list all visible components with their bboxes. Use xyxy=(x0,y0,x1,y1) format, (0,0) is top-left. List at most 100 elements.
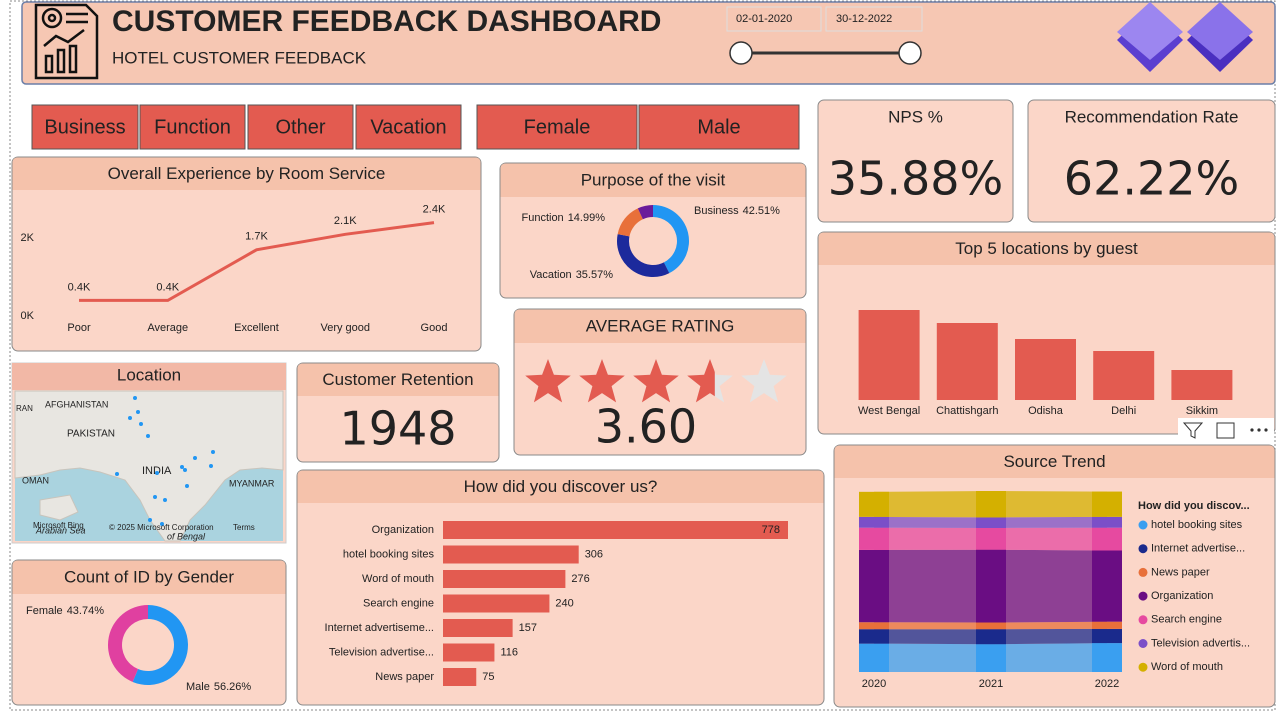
ribbon-column xyxy=(1092,628,1122,644)
ribbon-column xyxy=(859,622,889,630)
slider-handle[interactable] xyxy=(898,41,922,65)
date-end-box[interactable] xyxy=(825,6,923,32)
map-point xyxy=(209,464,213,468)
map-point xyxy=(128,416,132,420)
data-label: 0.4K xyxy=(68,281,91,293)
y-tick-label: Internet advertiseme... xyxy=(325,622,434,634)
legend-marker xyxy=(1138,544,1148,554)
data-label: 1.7K xyxy=(245,231,268,243)
bar xyxy=(936,323,998,400)
bar xyxy=(858,310,920,400)
ribbon-column xyxy=(859,491,889,517)
map-label: INDIA xyxy=(142,465,172,477)
legend-label: Word of mouth xyxy=(1151,661,1223,673)
legend-label: Organization xyxy=(1151,590,1213,602)
x-tick-label: Delhi xyxy=(1111,405,1136,417)
ribbon-column xyxy=(859,629,889,644)
panel-header xyxy=(514,309,806,343)
slicer-label: Business xyxy=(44,116,125,138)
more-icon[interactable] xyxy=(1250,428,1254,432)
focus-icon[interactable] xyxy=(1216,422,1235,439)
ribbon-column xyxy=(859,516,889,528)
label-category: Business xyxy=(694,205,739,217)
panel xyxy=(817,231,1276,435)
map-point xyxy=(115,472,119,476)
data-label: 0.4K xyxy=(156,281,179,293)
y-tick-label: Television advertise... xyxy=(329,646,434,658)
panel-title: AVERAGE RATING xyxy=(586,316,735,335)
data-label: 240 xyxy=(555,597,573,609)
donut-slice xyxy=(132,605,188,685)
rating-value: 3.60 xyxy=(595,400,697,454)
map-label: Arabian Sea xyxy=(35,525,86,535)
legend-marker xyxy=(1138,639,1148,648)
map-terms[interactable]: Terms xyxy=(233,523,255,532)
ribbon-column xyxy=(976,644,1006,672)
panel-header xyxy=(818,232,1275,265)
map-copyright: © 2025 Microsoft Corporation xyxy=(109,523,214,532)
map-point xyxy=(180,465,184,469)
ribbon-column xyxy=(1092,550,1122,622)
label-value: 14.99% xyxy=(568,212,606,224)
panel-header xyxy=(297,363,499,396)
legend-marker xyxy=(1138,591,1148,601)
slicer-label: Vacation xyxy=(370,116,446,138)
x-tick-label: Excellent xyxy=(234,322,279,334)
dashboard-title: CUSTOMER FEEDBACK DASHBOARD xyxy=(112,5,661,38)
label-category: Male xyxy=(186,681,210,693)
panel-title: Overall Experience by Room Service xyxy=(108,164,386,183)
map-point xyxy=(146,434,150,438)
x-tick-label: Poor xyxy=(67,322,91,334)
x-tick-label: Very good xyxy=(320,322,370,334)
kpi-value: 1948 xyxy=(339,402,456,456)
slicer-button[interactable] xyxy=(476,104,638,150)
star-filled xyxy=(525,359,571,403)
legend-marker xyxy=(1138,567,1148,577)
line xyxy=(79,221,435,302)
data-label: Female 43.74% xyxy=(26,605,104,617)
x-tick-label: Sikkim xyxy=(1186,405,1218,417)
data-label: 276 xyxy=(571,573,589,585)
date-end: 30-12-2022 xyxy=(836,13,892,25)
map-point xyxy=(183,468,187,472)
bar xyxy=(1093,351,1155,400)
map-point xyxy=(133,396,137,400)
more-icon[interactable] xyxy=(1264,428,1268,432)
panel-header xyxy=(834,445,1275,478)
label-category: Female xyxy=(26,605,63,617)
panel-header xyxy=(297,470,824,503)
date-start: 02-01-2020 xyxy=(736,13,792,25)
filter-icon[interactable] xyxy=(1182,422,1204,439)
panel-header xyxy=(12,363,286,390)
date-start-box[interactable] xyxy=(726,6,822,32)
donut-slice xyxy=(653,205,690,274)
legend-label: hotel booking sites xyxy=(1151,519,1243,531)
data-label: Male 56.26% xyxy=(186,681,251,693)
more-icon[interactable] xyxy=(1257,428,1261,432)
slicer-button[interactable] xyxy=(31,104,139,150)
x-tick-label: Chattishgarh xyxy=(936,405,998,417)
map-label: of Bengal xyxy=(167,531,206,541)
label-category: Function xyxy=(521,212,563,224)
y-tick-label: News paper xyxy=(375,671,434,683)
panel xyxy=(11,559,287,706)
slicer-button[interactable] xyxy=(355,104,462,150)
panel-title: Purpose of the visit xyxy=(581,170,726,189)
donut-slice xyxy=(107,605,148,682)
y-tick-label: Word of mouth xyxy=(362,573,434,585)
slicer-button[interactable] xyxy=(638,104,800,150)
kpi-value: 62.22% xyxy=(1064,152,1239,206)
slicer-label: Female xyxy=(524,116,591,138)
map-point xyxy=(139,422,143,426)
map-point xyxy=(136,410,140,414)
slicer-button[interactable] xyxy=(247,104,354,150)
slicer-button[interactable] xyxy=(139,104,246,150)
map-point xyxy=(148,518,152,522)
slider-handle[interactable] xyxy=(729,41,753,65)
ribbon-column xyxy=(976,629,1006,645)
data-label: 306 xyxy=(585,548,603,560)
legend-title: How did you discov... xyxy=(1138,500,1250,512)
legend-label: Television advertis... xyxy=(1151,637,1250,649)
x-tick-label: Good xyxy=(421,322,448,334)
